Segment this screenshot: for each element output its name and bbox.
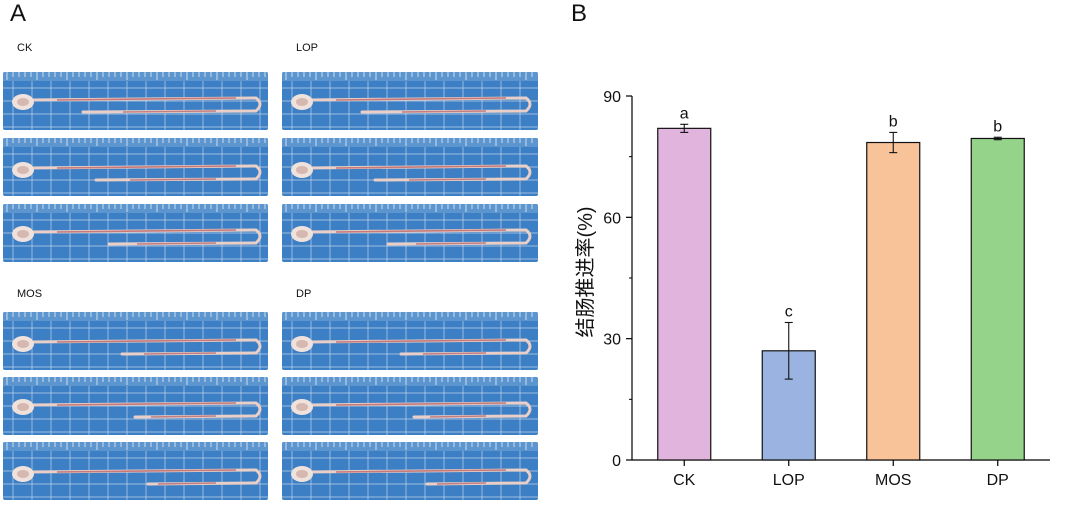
y-tick-label: 30	[603, 332, 621, 349]
intestine-photo	[282, 312, 538, 370]
y-tick-label: 60	[603, 210, 621, 227]
x-tick-label: MOS	[875, 472, 911, 489]
panel-b-letter: B	[571, 0, 588, 27]
x-tick-label: LOP	[773, 472, 805, 489]
intestine-photo	[282, 204, 538, 262]
intestine-photo	[3, 72, 268, 130]
significance-letter: c	[785, 303, 793, 320]
y-axis-label: 结肠推进率(%)	[574, 206, 597, 337]
group-label-dp: DP	[296, 288, 312, 300]
bar-chart: 0 30 60 90 结肠推进率(%) a CK c LOP b MOS b DP	[574, 89, 1050, 489]
intestine-photo	[282, 138, 538, 196]
y-tick-label: 0	[612, 453, 621, 470]
y-tick-label: 90	[603, 89, 621, 106]
group-label-mos: MOS	[17, 288, 43, 300]
significance-letter: a	[680, 105, 689, 122]
x-tick-label: DP	[987, 472, 1009, 489]
intestine-photo	[282, 72, 538, 130]
bar	[970, 137, 1025, 461]
group-label-ck: CK	[17, 42, 33, 54]
intestine-photo	[3, 138, 268, 196]
intestine-photo	[3, 377, 268, 435]
significance-letter: b	[889, 113, 898, 130]
bar	[866, 141, 921, 461]
bar	[657, 127, 712, 461]
x-tick-label: CK	[673, 472, 696, 489]
intestine-photo	[3, 312, 268, 370]
intestine-photo	[282, 442, 538, 500]
intestine-photo	[3, 204, 268, 262]
panel-a-letter: A	[10, 0, 27, 27]
intestine-photo	[282, 377, 538, 435]
intestine-photo	[3, 442, 268, 500]
significance-letter: b	[993, 118, 1002, 135]
group-label-lop: LOP	[296, 42, 319, 54]
